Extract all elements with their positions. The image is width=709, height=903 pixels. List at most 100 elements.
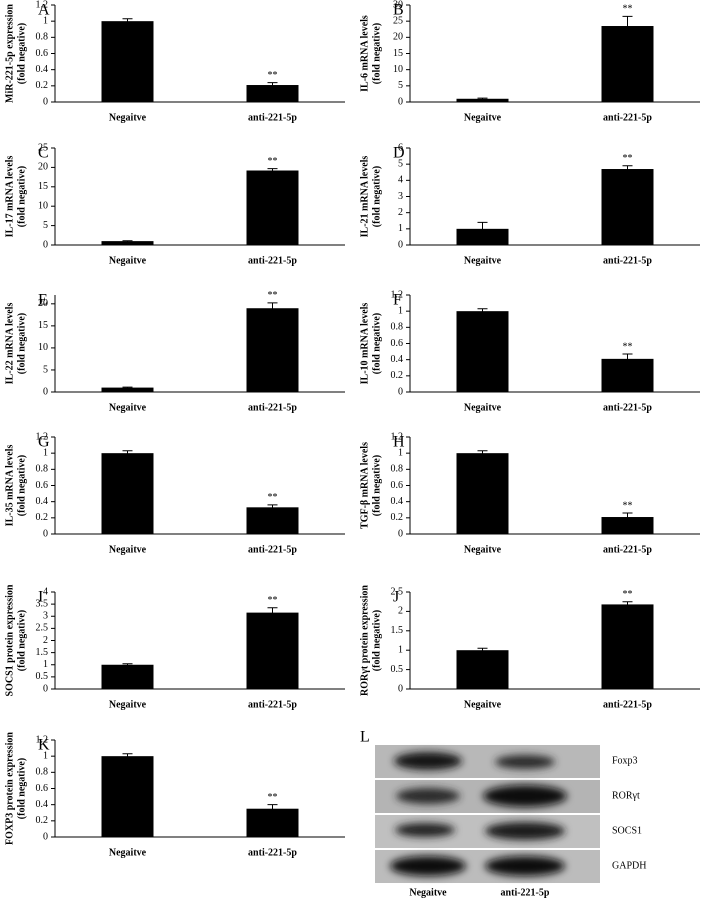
y-tick-label: 2.5 bbox=[36, 623, 49, 634]
y-tick-label: 0.8 bbox=[36, 32, 49, 43]
x-tick-label: Negaitve bbox=[109, 112, 147, 123]
y-tick-label: 1 bbox=[43, 659, 48, 670]
y-tick-label: 0 bbox=[43, 831, 48, 842]
panel-letter: E bbox=[38, 292, 48, 309]
chart-panel: K FOXP3 protein expression (fold negative)… bbox=[4, 732, 345, 858]
bar bbox=[246, 612, 299, 689]
y-tick-label: 0 bbox=[398, 96, 403, 107]
y-tick-label: 10 bbox=[393, 64, 403, 75]
y-axis-label: FOXP3 protein expression bbox=[4, 732, 15, 845]
y-axis-label: IL-17 mRNA levels bbox=[4, 156, 15, 238]
y-tick-label: 0.5 bbox=[36, 671, 49, 682]
y-tick-label: 10 bbox=[38, 200, 48, 211]
chart-panel: H TGF-β mRNA levels (fold negative) 0 0.2 0.4… bbox=[359, 431, 700, 555]
y-tick-label: 30 bbox=[393, 0, 403, 10]
x-tick-label: Negaitve bbox=[109, 699, 147, 710]
chart-panel: A MiR-221-5p expression (fold negative) 0 0.… bbox=[4, 0, 345, 123]
y-axis-label: IL-10 mRNA levels bbox=[359, 303, 370, 385]
y-tick-label: 10 bbox=[38, 342, 48, 353]
y-tick-label: 20 bbox=[38, 162, 48, 173]
y-tick-label: 1 bbox=[398, 644, 403, 655]
y-tick-label: 0 bbox=[398, 528, 403, 539]
bar bbox=[101, 21, 154, 103]
y-tick-label: 0.4 bbox=[36, 64, 49, 75]
chart-panel: B IL-6 mRNA levels (fold negative) 0 5 10 15 20… bbox=[359, 0, 700, 123]
y-tick-label: 15 bbox=[393, 48, 403, 59]
panel-letter: G bbox=[38, 434, 50, 451]
y-tick-label: 0 bbox=[398, 239, 403, 250]
chart-panel: J RORγt protein expression (fold negative)… bbox=[359, 585, 700, 710]
chart-panel: F IL-10 mRNA levels (fold negative) 0 0.2 0.4… bbox=[359, 289, 700, 413]
band bbox=[394, 752, 462, 770]
y-tick-label: 0.2 bbox=[391, 370, 404, 381]
y-tick-label: 0.2 bbox=[391, 512, 404, 523]
panel-letter: J bbox=[393, 589, 399, 606]
panel-letter: B bbox=[393, 2, 404, 19]
x-tick-label: Negaitve bbox=[464, 544, 502, 555]
x-tick-label: Negaitve bbox=[464, 699, 502, 710]
y-axis-label: (fold negative) bbox=[16, 23, 27, 84]
panel-letter: F bbox=[393, 292, 402, 309]
x-tick-label: Negaitve bbox=[464, 112, 502, 123]
x-tick-label: anti-221-5p bbox=[603, 402, 652, 413]
x-tick-label: Negaitve bbox=[109, 255, 147, 266]
bar bbox=[246, 808, 299, 837]
bar bbox=[101, 664, 154, 689]
y-tick-label: 5 bbox=[398, 158, 403, 169]
bar bbox=[456, 228, 509, 245]
bar bbox=[246, 507, 299, 534]
y-tick-label: 0.8 bbox=[391, 464, 404, 475]
y-tick-label: 1.2 bbox=[391, 431, 404, 442]
panel-letter: I bbox=[38, 589, 43, 606]
y-tick-label: 0.2 bbox=[36, 512, 49, 523]
y-axis-label: (fold negative) bbox=[371, 455, 382, 516]
column-label: anti-221-5p bbox=[501, 887, 550, 898]
panel-letter: L bbox=[360, 729, 370, 746]
y-axis-label: (fold negative) bbox=[371, 166, 382, 227]
y-tick-label: 3 bbox=[398, 191, 403, 202]
band bbox=[390, 856, 466, 876]
x-tick-label: Negaitve bbox=[464, 402, 502, 413]
bar bbox=[601, 517, 654, 534]
y-tick-label: 0.6 bbox=[36, 480, 49, 491]
y-tick-label: 0.6 bbox=[36, 783, 49, 794]
chart-panel: D IL-21 mRNA levels (fold negative) 0 1 2 3 4 5 6… bbox=[359, 142, 700, 266]
y-tick-label: 1.5 bbox=[391, 625, 404, 636]
band bbox=[396, 788, 460, 804]
panel-letter: D bbox=[393, 145, 405, 162]
x-tick-label: anti-221-5p bbox=[603, 112, 652, 123]
band bbox=[395, 823, 455, 837]
x-tick-label: anti-221-5p bbox=[248, 112, 297, 123]
bar bbox=[456, 98, 509, 102]
y-tick-label: 3.5 bbox=[36, 598, 49, 609]
error-bar bbox=[477, 308, 488, 314]
bar bbox=[101, 453, 154, 534]
error-bar bbox=[267, 82, 278, 88]
y-tick-label: 0.6 bbox=[391, 338, 404, 349]
error-bar bbox=[122, 450, 133, 456]
error-bar bbox=[267, 302, 278, 314]
bar bbox=[101, 387, 154, 392]
y-tick-label: 5 bbox=[43, 220, 48, 231]
column-label: Negaitve bbox=[409, 887, 447, 898]
y-axis-label: (fold negative) bbox=[371, 23, 382, 84]
error-bar bbox=[622, 353, 633, 364]
error-bar bbox=[477, 97, 488, 100]
y-axis-label: SOCS1 protein expression bbox=[4, 584, 15, 696]
y-axis-label: IL-35 mRNA levels bbox=[4, 445, 15, 527]
error-bar bbox=[622, 165, 633, 173]
error-bar bbox=[267, 168, 278, 173]
band bbox=[485, 856, 565, 876]
x-tick-label: anti-221-5p bbox=[248, 544, 297, 555]
significance-label: ** bbox=[623, 500, 633, 511]
y-tick-label: 0.6 bbox=[391, 480, 404, 491]
y-axis-label: (fold negative) bbox=[16, 455, 27, 516]
x-tick-label: anti-221-5p bbox=[248, 402, 297, 413]
y-tick-label: 20 bbox=[38, 298, 48, 309]
y-tick-label: 4 bbox=[398, 175, 403, 186]
y-axis-label: TGF-β mRNA levels bbox=[359, 442, 370, 529]
chart-panel: E IL-22 mRNA levels (fold negative) 0 5 10 15 2… bbox=[4, 290, 345, 413]
error-bar bbox=[622, 512, 633, 522]
y-tick-label: 0 bbox=[43, 96, 48, 107]
